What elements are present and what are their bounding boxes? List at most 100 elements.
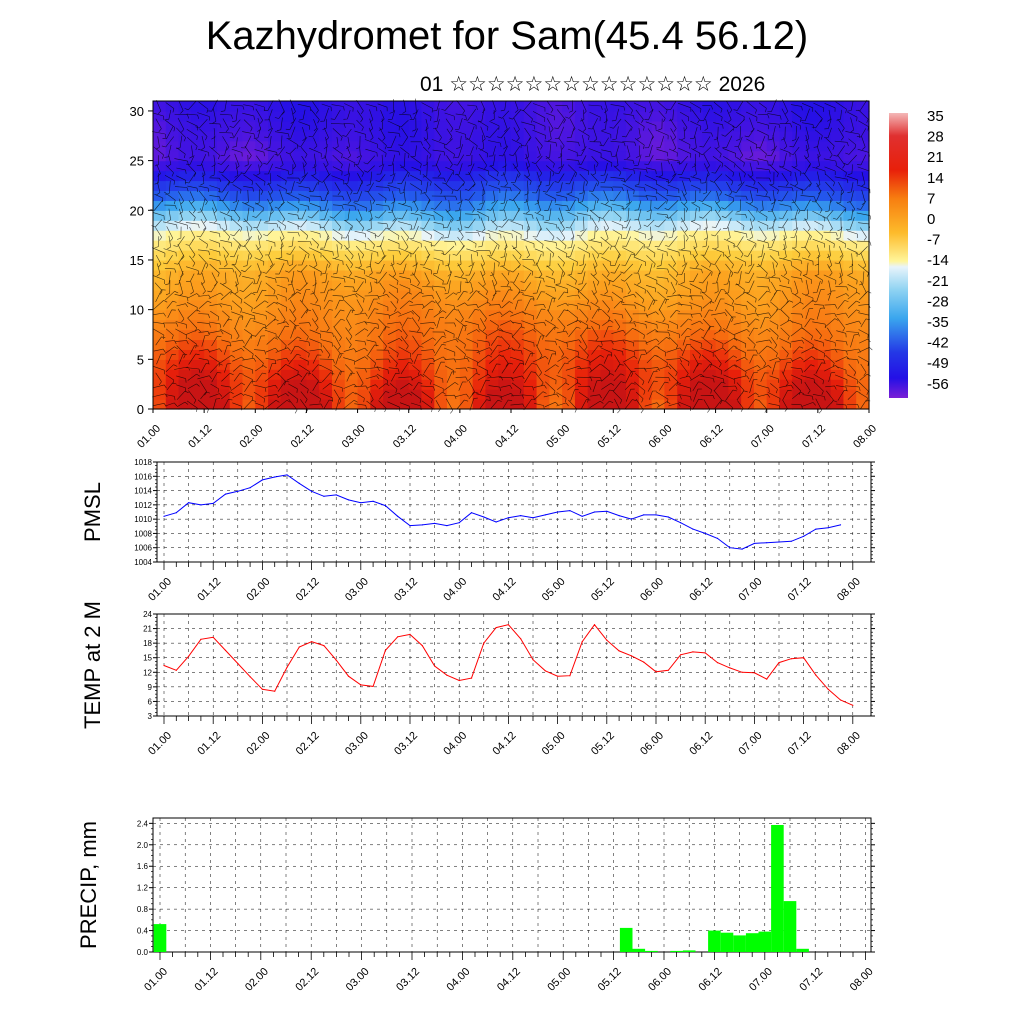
bar	[783, 901, 797, 952]
bar	[708, 930, 721, 952]
heatmap-cell	[306, 220, 320, 231]
heatmap-cell	[753, 319, 768, 331]
heatmap-cell	[587, 180, 602, 192]
heatmap-cell	[511, 190, 525, 201]
heatmap-cell	[830, 369, 845, 380]
heatmap-cell	[562, 160, 576, 172]
heatmap-cell	[677, 339, 691, 350]
heatmap-cell	[600, 349, 614, 360]
heatmap-cell	[702, 230, 717, 241]
heatmap-cell	[792, 399, 806, 410]
heatmap-cell	[472, 190, 487, 201]
heatmap-cell	[319, 130, 333, 142]
heatmap-cell	[472, 220, 487, 231]
heatmap-cell	[715, 259, 729, 271]
heatmap-cell	[728, 279, 742, 291]
heatmap-cell	[280, 369, 295, 380]
heatmap-cell	[447, 309, 461, 321]
heatmap-cell	[395, 259, 410, 271]
heatmap-cell	[229, 359, 244, 370]
heatmap-cell	[370, 359, 384, 370]
heatmap-cell	[549, 110, 563, 122]
heatmap-cell	[357, 399, 371, 410]
heatmap-cell	[357, 359, 371, 370]
heatmap-cell	[178, 309, 192, 321]
heatmap-cell	[204, 110, 218, 122]
heatmap-cell	[600, 379, 614, 390]
heatmap-cell	[753, 150, 768, 162]
heatmap-cell	[395, 339, 410, 350]
heatmap-cell	[344, 190, 359, 201]
heatmap-cell	[511, 279, 525, 291]
heatmap-cell	[779, 240, 793, 251]
heatmap-cell	[715, 140, 729, 152]
data-point	[298, 482, 300, 484]
heatmap-cell	[638, 101, 653, 112]
heatmap-cell	[178, 259, 192, 271]
heatmap-cell	[421, 349, 435, 360]
y-tick-label: 24	[143, 610, 152, 619]
heatmap-cell	[268, 150, 282, 162]
heatmap-cell	[651, 359, 666, 370]
heatmap-cell	[830, 289, 845, 301]
heatmap-cell	[319, 299, 333, 311]
heatmap-cell	[344, 101, 359, 112]
heatmap-cell	[626, 259, 640, 271]
heatmap-cell	[344, 250, 359, 261]
heatmap-cell	[587, 210, 602, 221]
heatmap-cell	[843, 329, 857, 341]
heatmap-cell	[332, 170, 346, 182]
heatmap-cell	[383, 240, 397, 251]
heatmap-cell	[408, 319, 423, 331]
bar	[632, 948, 646, 952]
heatmap-cell	[319, 389, 333, 400]
heatmap-cell	[216, 160, 231, 172]
heatmap-cell	[792, 289, 806, 301]
heatmap-cell	[779, 299, 793, 311]
heatmap-cell	[434, 379, 448, 390]
heatmap-cell	[459, 220, 474, 231]
heatmap-cell	[587, 220, 602, 231]
heatmap-cell	[370, 299, 384, 311]
heatmap-cell	[792, 170, 806, 182]
heatmap-cell	[779, 259, 793, 271]
heatmap-cell	[459, 130, 474, 142]
heatmap-cell	[421, 230, 435, 241]
heatmap-cell	[856, 379, 870, 390]
heatmap-cell	[536, 150, 550, 162]
heatmap-cell	[805, 259, 819, 271]
heatmap-cell	[856, 250, 870, 261]
heatmap-cell	[651, 120, 666, 132]
heatmap-cell	[536, 120, 550, 132]
heatmap-cell	[792, 369, 806, 380]
heatmap-cell	[664, 309, 678, 321]
x-tick-label: 05.12	[589, 730, 617, 758]
heatmap-cell	[843, 339, 857, 350]
heatmap-cell	[293, 210, 308, 221]
heatmap-cell	[805, 130, 819, 142]
heatmap-cell	[191, 389, 205, 400]
bar	[645, 950, 658, 952]
heatmap-cell	[626, 309, 640, 321]
heatmap-cell	[664, 389, 678, 400]
heatmap-cell	[216, 309, 231, 321]
heatmap-cell	[728, 399, 742, 410]
heatmap-cell	[472, 110, 487, 122]
data-point	[224, 493, 227, 495]
heatmap-cell	[856, 160, 870, 172]
heatmap-cell	[153, 180, 167, 192]
heatmap-cell	[613, 180, 627, 192]
heatmap-cell	[242, 240, 256, 251]
heatmap-cell	[843, 240, 857, 251]
heatmap-cell	[357, 279, 371, 291]
heatmap-cell	[651, 369, 666, 380]
heatmap-cell	[242, 319, 256, 331]
y-tick-label: 18	[143, 639, 152, 648]
heatmap-cell	[344, 329, 359, 341]
heatmap-cell	[549, 210, 563, 221]
heatmap-cell	[165, 399, 180, 410]
heatmap-cell	[459, 369, 474, 380]
heatmap-cell	[562, 220, 576, 231]
heatmap-cell	[511, 230, 525, 241]
heatmap-cell	[319, 289, 333, 301]
